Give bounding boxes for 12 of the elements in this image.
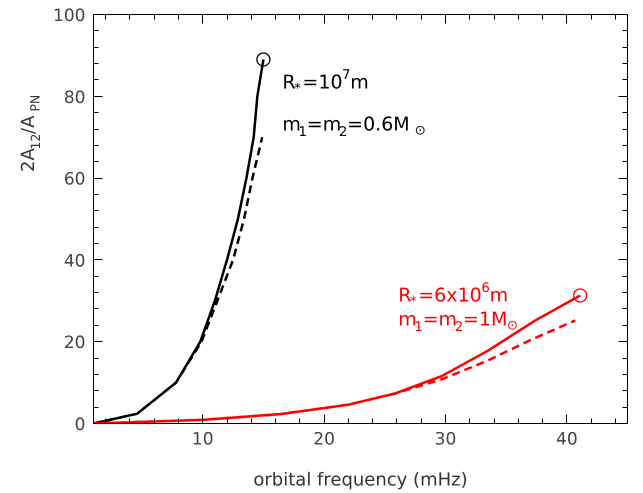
x-tick-label: 10: [192, 430, 214, 450]
x-axis-title: orbital frequency (mHz): [253, 470, 468, 490]
x-tick-label: 40: [556, 430, 578, 450]
y-tick-label: 0: [74, 415, 86, 435]
y-axis-title: 2A12/APN: [18, 94, 43, 172]
y-tick-label: 100: [53, 6, 86, 26]
y-tick-label: 20: [64, 333, 86, 354]
x-tick-label: 20: [313, 430, 335, 450]
y-tick-label: 80: [64, 88, 86, 108]
x-tick-label: 30: [434, 430, 456, 450]
y-tick-label: 60: [64, 170, 86, 190]
y-tick-label: 40: [64, 251, 86, 272]
